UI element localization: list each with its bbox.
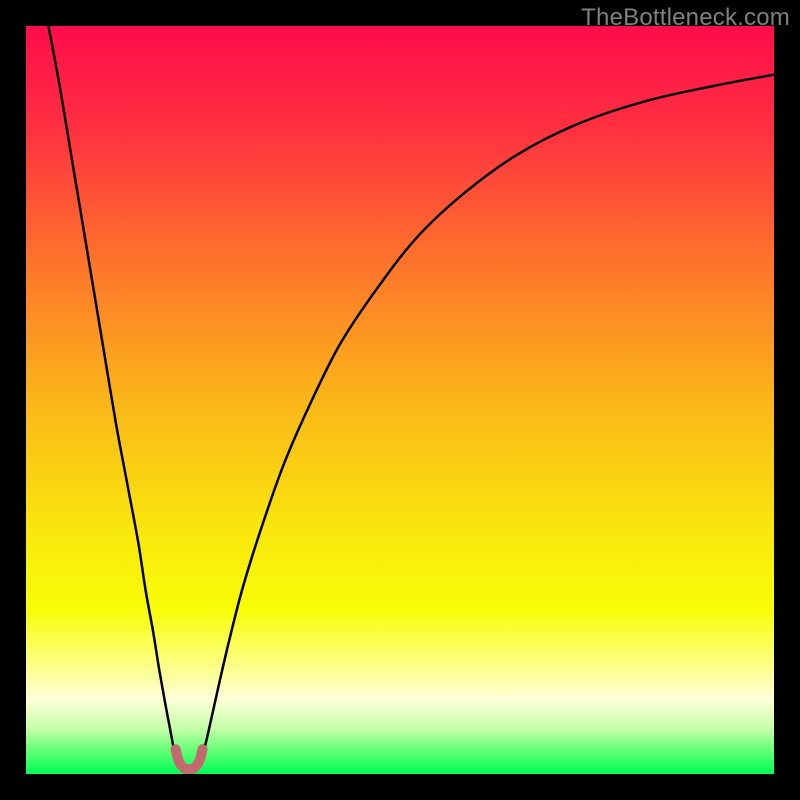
chart-root: TheBottleneck.com	[0, 0, 800, 800]
plot-area	[26, 26, 774, 774]
chart-svg	[0, 0, 800, 800]
